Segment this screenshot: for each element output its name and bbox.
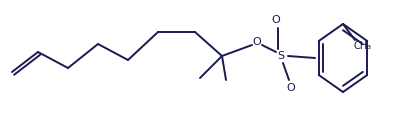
Text: S: S (277, 51, 285, 61)
Text: CH₃: CH₃ (354, 41, 372, 51)
Text: O: O (286, 83, 296, 93)
Text: O: O (253, 37, 261, 47)
Text: O: O (272, 15, 280, 25)
